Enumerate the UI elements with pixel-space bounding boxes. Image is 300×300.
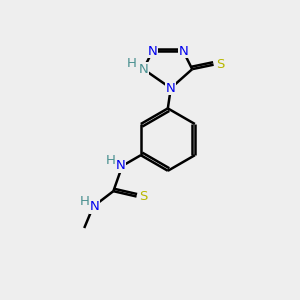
Text: N: N <box>90 200 100 213</box>
Text: S: S <box>216 58 224 71</box>
Text: H: H <box>79 195 89 208</box>
Text: N: N <box>116 159 126 172</box>
Text: S: S <box>139 190 147 203</box>
Text: N: N <box>166 82 176 95</box>
Text: N: N <box>178 45 188 58</box>
Text: N: N <box>139 63 148 76</box>
Text: H: H <box>127 57 137 70</box>
Text: N: N <box>148 45 157 58</box>
Text: H: H <box>106 154 116 167</box>
